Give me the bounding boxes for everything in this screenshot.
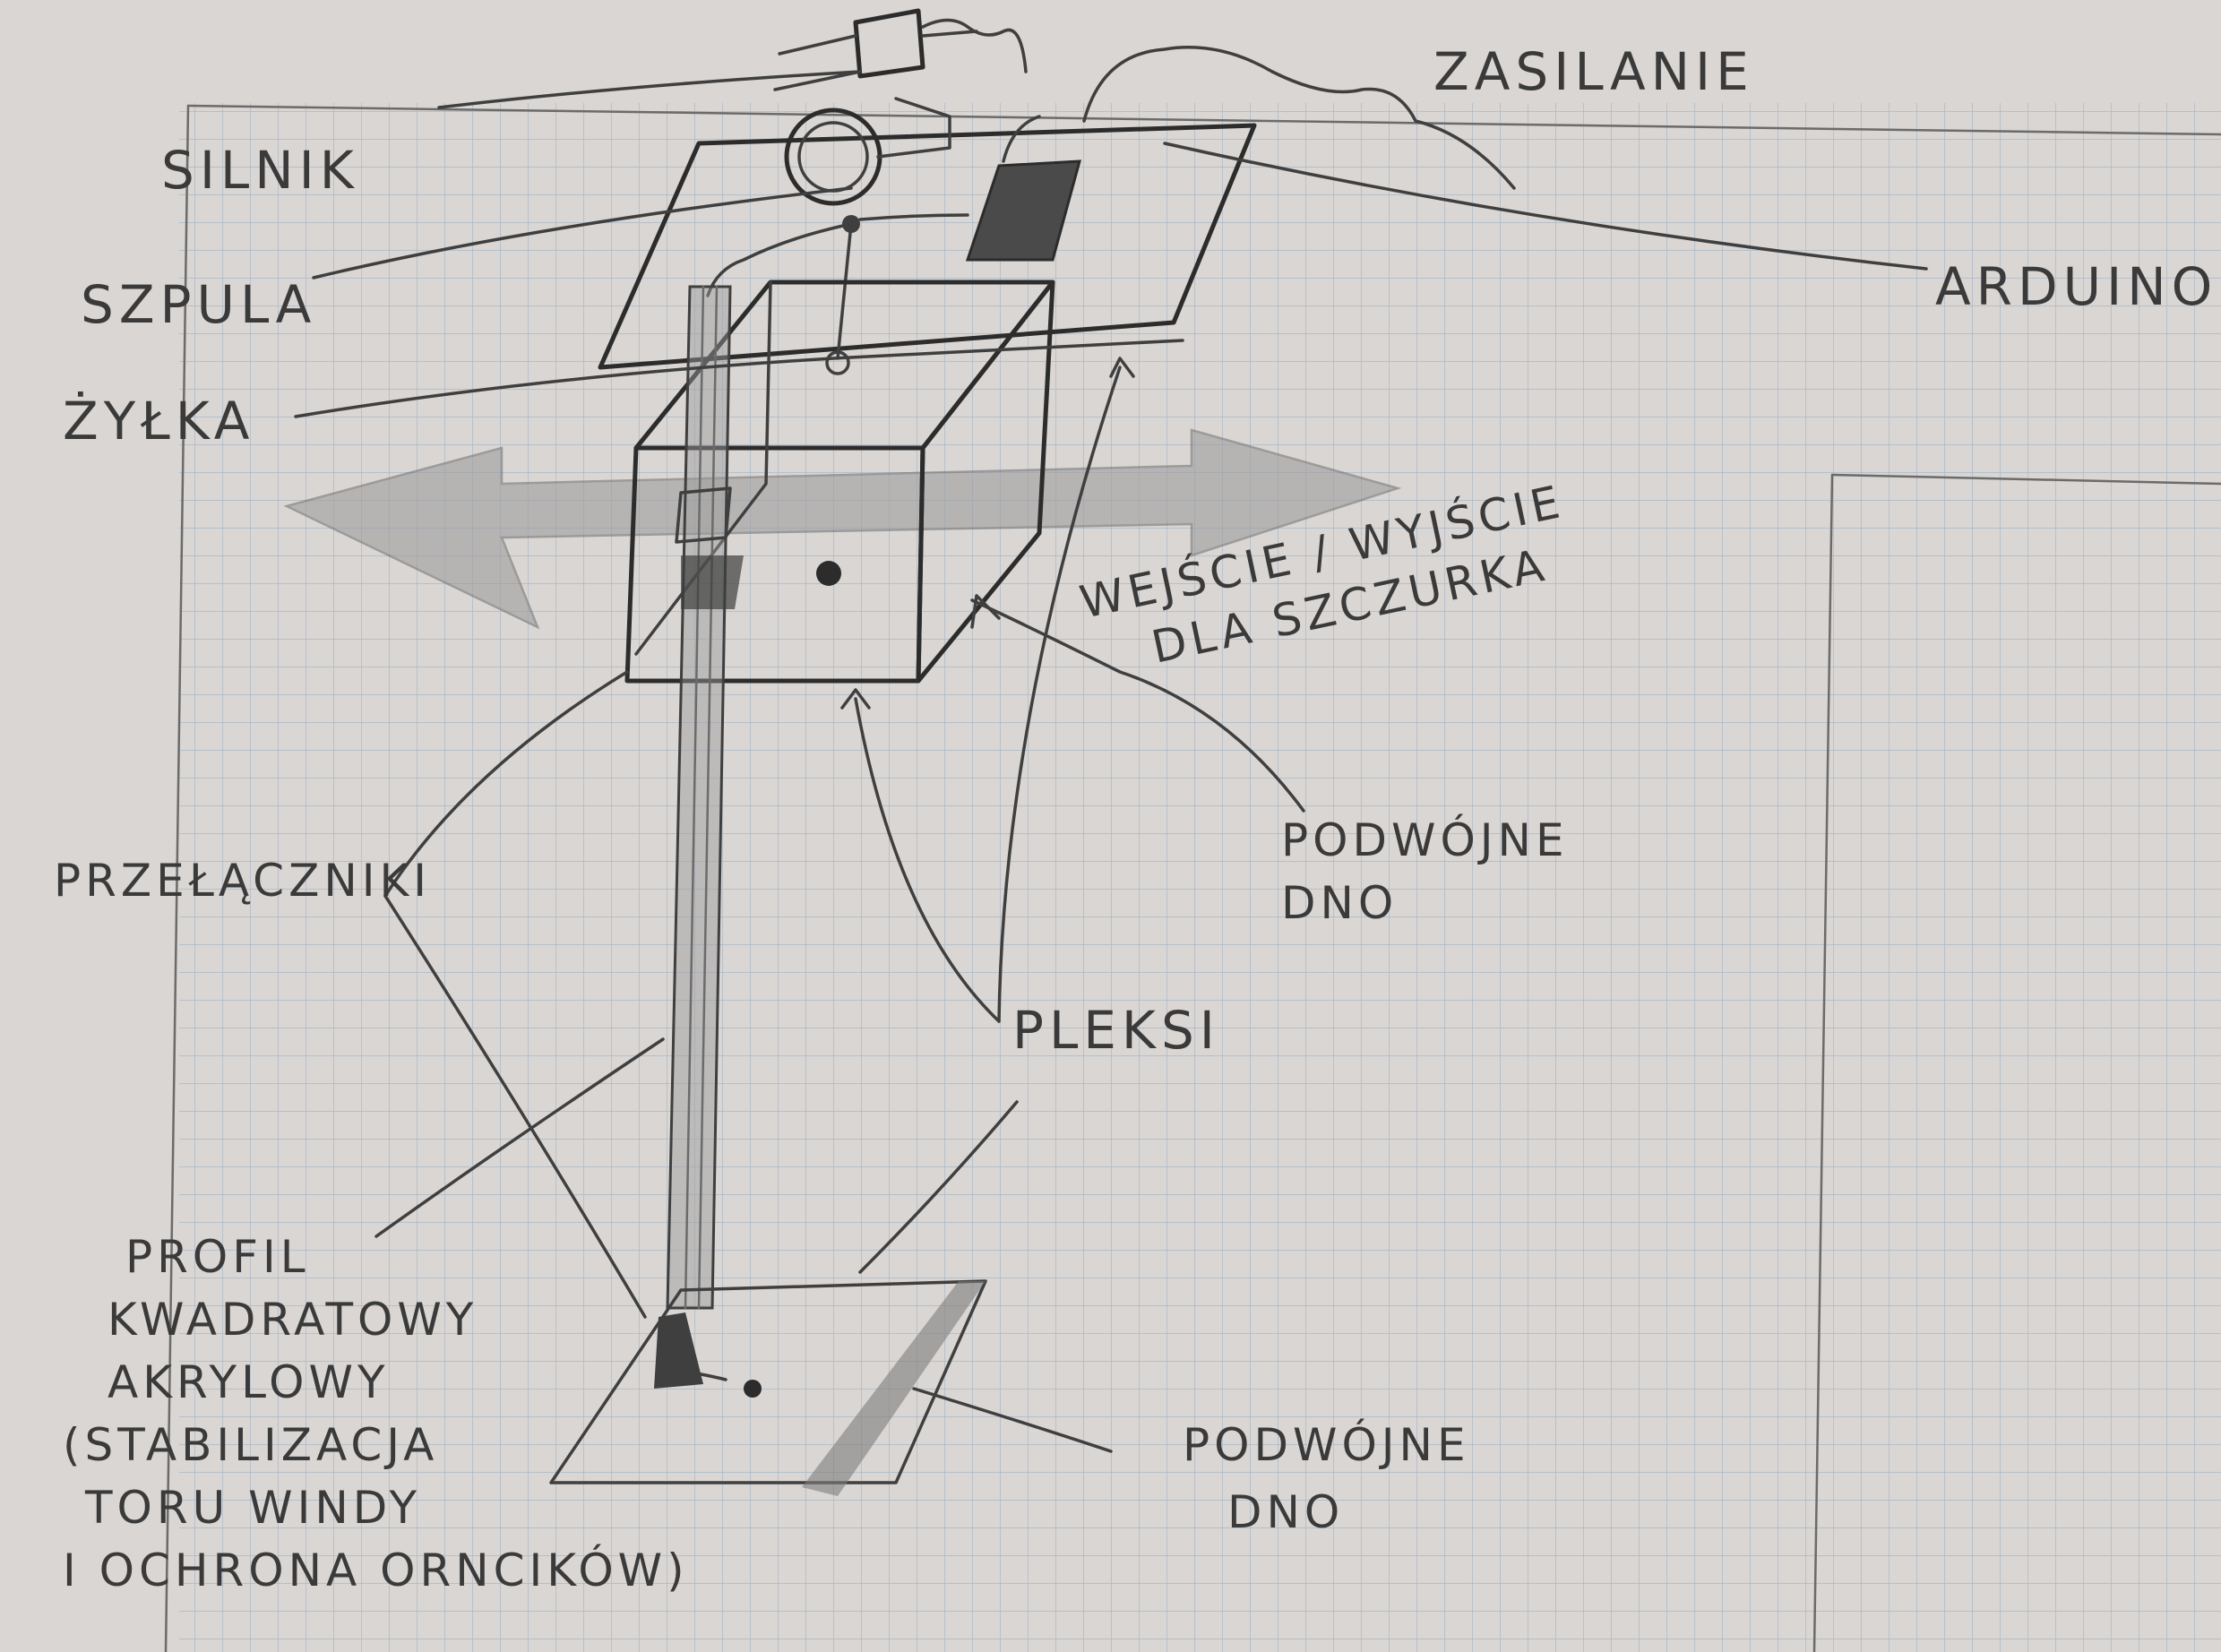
label-profil-2: KWADRATOWY <box>108 1294 478 1346</box>
label-szpula: SZPULA <box>81 274 316 335</box>
grid-border-top <box>186 104 2221 136</box>
arduino-icon <box>858 115 1081 262</box>
label-silnik: SILNIK <box>161 140 359 201</box>
label-profil-1: PROFIL <box>125 1231 310 1283</box>
limit-switch-upper-icon <box>675 486 744 609</box>
label-profil-5: TORU WINDY <box>84 1482 421 1534</box>
label-podwojne-dno-bottom-1: PODWÓJNE <box>1183 1418 1470 1471</box>
double-arrow-entry-exit <box>283 428 1402 630</box>
acrylic-profile-rail <box>666 285 732 1310</box>
bottom-platform <box>549 1279 987 1496</box>
cage-box <box>624 280 1055 684</box>
label-zasilanie: ZASILANIE <box>1433 41 1754 102</box>
limit-switch-lower-icon <box>654 1312 762 1398</box>
leader-lines <box>294 70 1928 1453</box>
label-podwojne-dno-top-1: PODWÓJNE <box>1281 813 1569 866</box>
grid-area <box>179 103 2221 1652</box>
spool-icon <box>706 215 860 375</box>
power-cable <box>1082 46 1516 190</box>
label-arduino: ARDUINO <box>1935 256 2217 317</box>
top-platform <box>598 123 1257 370</box>
label-profil-6: I OCHRONA ORNCIKÓW) <box>63 1544 689 1596</box>
label-zylka: ŻYŁKA <box>63 391 254 452</box>
right-frame-left <box>1812 473 1834 1652</box>
label-profil-3: AKRYLOWY <box>108 1356 390 1408</box>
right-frame-top <box>1830 473 2221 486</box>
motor-icon <box>784 97 951 206</box>
label-podwojne-dno-bottom-2: DNO <box>1227 1486 1344 1538</box>
label-profil-4: (STABILIZACJA <box>63 1419 438 1471</box>
grid-border-left <box>164 104 190 1652</box>
label-pleksi: PLEKSI <box>1012 1000 1220 1061</box>
switch-box-top-icon <box>773 8 1028 91</box>
label-podwojne-dno-top-2: DNO <box>1281 877 1398 929</box>
label-przelaczniki: PRZEŁĄCZNIKI <box>54 855 431 907</box>
